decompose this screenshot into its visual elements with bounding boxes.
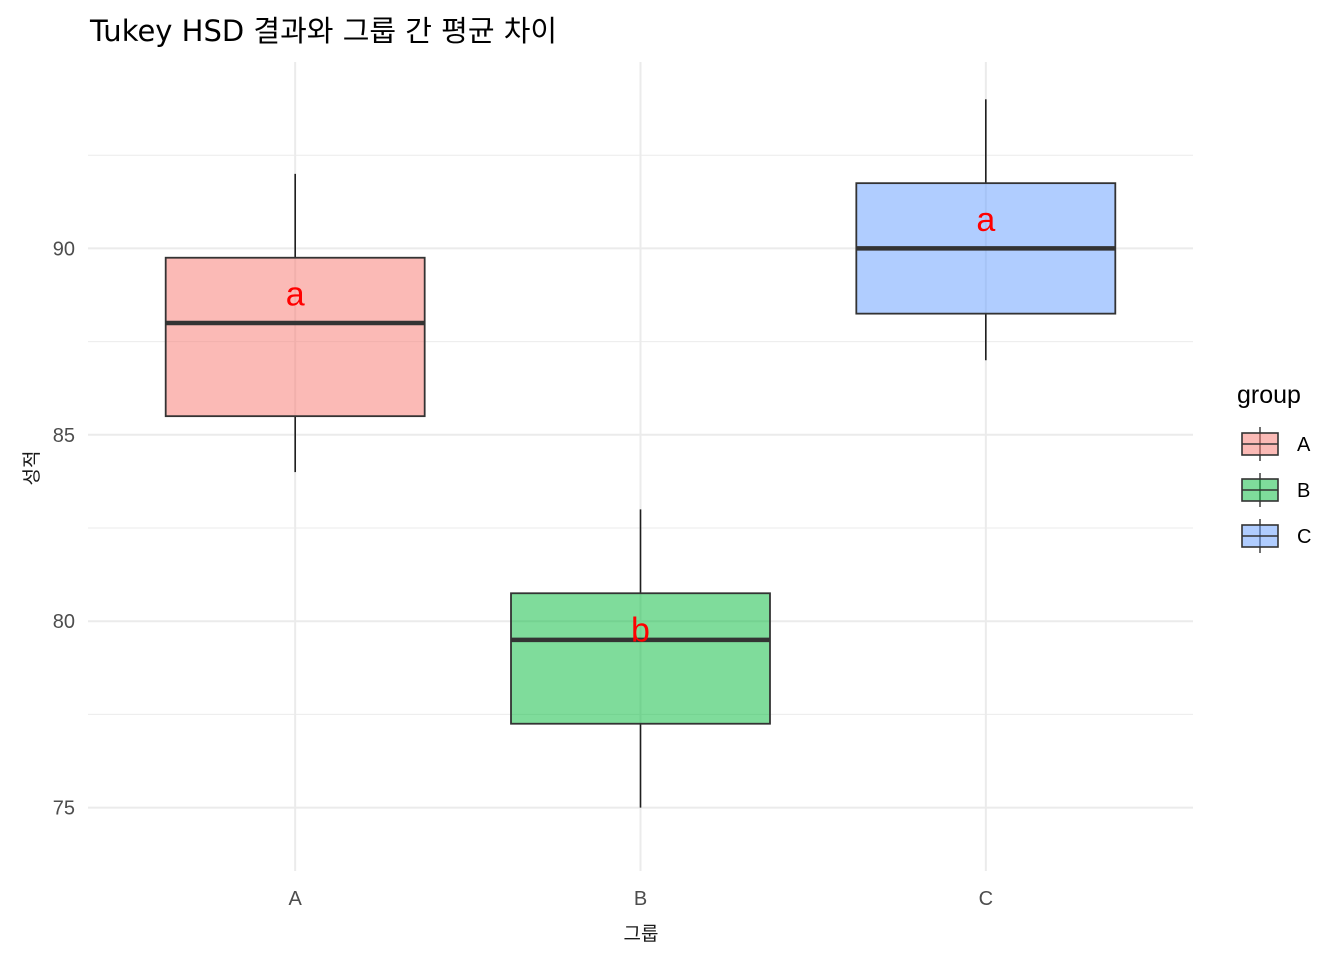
x-tick-label: B — [634, 888, 647, 910]
x-axis-title: 그룹 — [624, 923, 659, 945]
x-axis-ticks: A B C — [289, 888, 994, 910]
y-tick-label: 80 — [53, 611, 75, 633]
box-group-c: a — [855, 99, 1117, 361]
legend-label: B — [1297, 480, 1310, 502]
box — [510, 592, 771, 725]
x-tick-label: C — [979, 888, 993, 910]
legend-label: A — [1297, 434, 1311, 456]
box — [164, 256, 426, 418]
legend-title: group — [1237, 381, 1301, 409]
chart-title: Tukey HSD 결과와 그룹 간 평균 차이 — [89, 14, 557, 48]
x-tick-label: A — [289, 888, 303, 910]
box-group-a: a — [164, 173, 426, 473]
legend-label: C — [1297, 526, 1311, 548]
y-axis-ticks: 75 80 85 90 — [53, 238, 75, 819]
boxes: a b a — [164, 99, 1117, 808]
box-group-b: b — [510, 509, 771, 808]
tukey-letter: a — [976, 201, 995, 239]
legend-entry-c: C — [1241, 519, 1311, 553]
y-tick-label: 75 — [53, 798, 75, 820]
y-axis-title: 성적 — [21, 451, 43, 486]
legend: group A B C — [1237, 381, 1311, 553]
legend-entry-a: A — [1241, 427, 1311, 461]
legend-entry-b: B — [1241, 473, 1310, 507]
tukey-letter: a — [286, 276, 305, 314]
tukey-letter: b — [631, 611, 650, 649]
y-tick-label: 90 — [53, 238, 75, 260]
y-tick-label: 85 — [53, 425, 75, 447]
